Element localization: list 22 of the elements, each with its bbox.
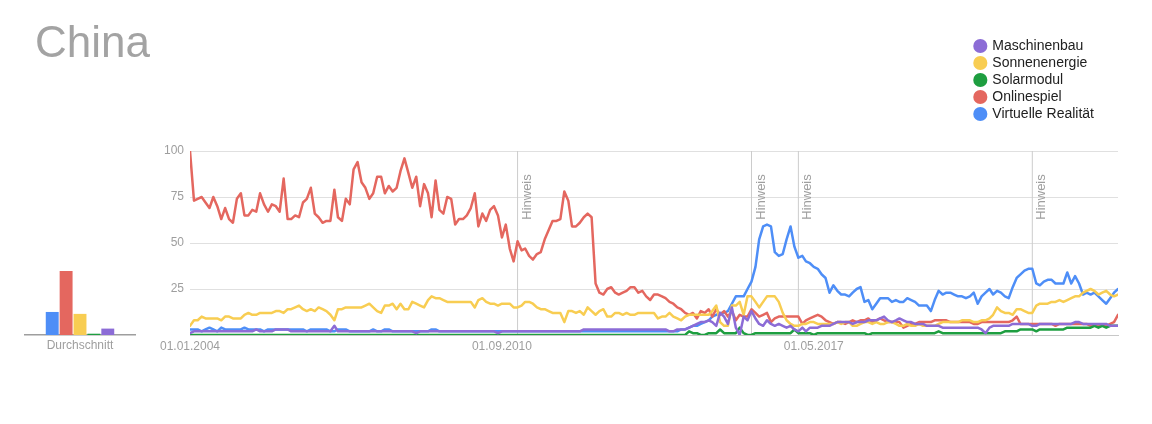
x-tick-label: Durchschnitt [46,337,115,352]
bar [101,328,115,335]
chart-title: China [35,17,150,66]
ref-line-label: Hinweis [752,173,768,220]
bar [45,311,59,335]
ref-line-label: Hinweis [799,173,815,220]
y-tick-label: 50 [170,235,185,250]
legend-label: Virtuelle Realität [992,104,1095,121]
ref-line-label: Hinweis [518,173,534,220]
y-tick-label: 100 [163,143,185,158]
y-tick-label: 25 [170,281,185,296]
x-tick-label: 01.05.2017 [783,338,845,353]
ref-line-label: Hinweis [1033,173,1049,220]
legend-label: Solarmodul [992,70,1064,87]
legend-label: Sonnenenergie [992,53,1088,70]
legend-label: Onlinespiel [992,87,1062,104]
y-tick-label: 75 [170,189,185,204]
bar [59,271,73,335]
x-tick-label: 01.01.2004 [159,338,221,353]
bar [73,313,87,335]
x-tick-label: 01.09.2010 [471,338,533,353]
legend-label: Maschinenbau [992,36,1084,53]
